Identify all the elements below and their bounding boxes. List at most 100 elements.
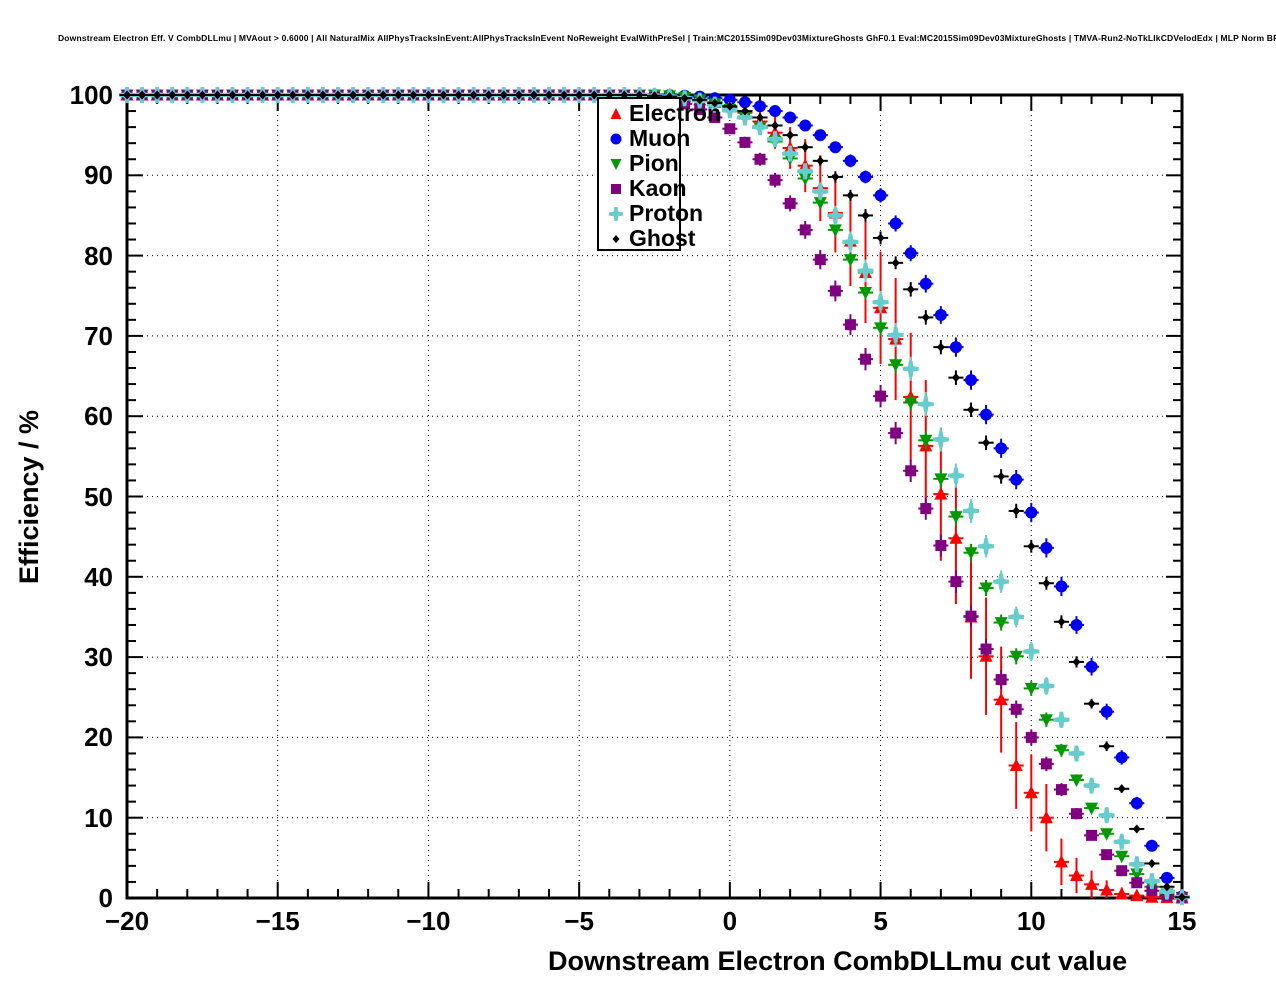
- data-point: [978, 538, 995, 555]
- y-tick-label: 40: [84, 561, 113, 592]
- data-point: [1039, 714, 1053, 727]
- data-point: [198, 90, 207, 100]
- data-point: [963, 502, 979, 519]
- data-point: [756, 112, 764, 122]
- x-tick-label: 0: [722, 906, 738, 936]
- legend-entry-electron: Electron: [599, 101, 721, 126]
- data-point: [904, 397, 918, 410]
- data-point: [123, 90, 131, 100]
- data-point: [771, 121, 780, 131]
- legend-marker-small-diamond-icon: [603, 226, 629, 251]
- data-point: [1027, 541, 1036, 551]
- data-point: [935, 539, 947, 551]
- data-point: [859, 287, 872, 300]
- legend-label: Electron: [629, 100, 722, 126]
- data-point: [844, 154, 857, 167]
- data-point: [1085, 660, 1098, 673]
- data-point: [951, 373, 960, 383]
- x-tick-label: −20: [104, 906, 150, 936]
- data-point: [995, 442, 1008, 455]
- x-tick-label: −10: [406, 906, 451, 936]
- chart-legend: Electron Muon Pion Kaon Proton Ghost: [597, 97, 721, 251]
- y-tick-label: 60: [84, 401, 113, 432]
- chart-gridlines: [127, 95, 1182, 898]
- data-point: [905, 465, 917, 477]
- data-point: [857, 262, 874, 279]
- data-point: [439, 90, 448, 100]
- data-point: [860, 353, 871, 365]
- legend-marker-triangle-up-icon: [603, 101, 629, 126]
- x-tick-label: 10: [1016, 906, 1046, 936]
- data-point: [936, 342, 945, 352]
- data-point: [514, 90, 523, 100]
- data-point: [844, 319, 856, 331]
- legend-marker-cross-icon: [603, 201, 629, 226]
- data-point: [318, 90, 327, 100]
- data-point: [738, 96, 751, 109]
- legend-label: Muon: [629, 125, 691, 151]
- data-point: [752, 119, 768, 136]
- data-point: [1072, 657, 1081, 667]
- data-point: [1025, 506, 1038, 519]
- legend-entry-pion: Pion: [599, 151, 679, 176]
- data-point: [680, 93, 689, 103]
- data-point: [1087, 699, 1096, 709]
- data-point: [1086, 829, 1098, 841]
- data-point: [1009, 758, 1023, 772]
- data-point: [816, 156, 825, 166]
- data-point: [1055, 580, 1068, 593]
- data-point: [469, 90, 478, 100]
- data-point: [799, 224, 811, 236]
- data-point: [723, 93, 736, 106]
- data-point: [590, 90, 599, 100]
- data-point: [213, 90, 222, 100]
- data-point: [949, 511, 963, 524]
- legend-entry-proton: Proton: [599, 201, 703, 226]
- data-point: [784, 197, 796, 209]
- data-point: [904, 247, 917, 260]
- data-point: [303, 90, 312, 100]
- data-point: [934, 309, 947, 322]
- data-point: [394, 90, 403, 100]
- data-point: [228, 90, 237, 100]
- legend-entry-kaon: Kaon: [599, 176, 687, 201]
- data-point: [1131, 877, 1143, 889]
- data-point: [364, 90, 373, 100]
- data-point: [891, 258, 900, 268]
- data-point: [1178, 892, 1186, 902]
- data-point: [1130, 888, 1144, 902]
- data-point: [739, 136, 751, 148]
- data-point: [736, 109, 753, 126]
- data-point: [934, 473, 948, 486]
- data-point: [979, 582, 993, 596]
- data-point: [379, 90, 388, 100]
- x-tick-label: 5: [873, 906, 888, 936]
- data-point: [1010, 703, 1022, 715]
- data-point: [1160, 871, 1173, 884]
- y-tick-label: 50: [84, 481, 113, 512]
- data-point: [694, 103, 706, 115]
- data-point: [1054, 854, 1068, 868]
- data-point: [710, 98, 719, 108]
- data-point: [258, 90, 267, 100]
- data-point: [1057, 617, 1066, 627]
- legend-label: Kaon: [629, 175, 687, 201]
- legend-label: Proton: [629, 200, 704, 226]
- data-point: [1024, 682, 1038, 696]
- data-point: [288, 90, 297, 100]
- data-point: [814, 129, 827, 142]
- x-axis-title: Downstream Electron CombDLLmu cut value: [548, 946, 1128, 976]
- data-point: [1130, 797, 1143, 810]
- data-point: [980, 408, 993, 421]
- data-point: [876, 233, 885, 243]
- data-point: [812, 183, 829, 200]
- data-point: [168, 90, 177, 100]
- data-point: [786, 130, 795, 140]
- legend-marker-circle-icon: [603, 126, 629, 151]
- data-point: [1038, 678, 1055, 695]
- data-point: [1083, 777, 1100, 794]
- data-point: [1070, 618, 1083, 631]
- series-markers-ghost: [123, 90, 1186, 902]
- data-point: [1008, 608, 1025, 625]
